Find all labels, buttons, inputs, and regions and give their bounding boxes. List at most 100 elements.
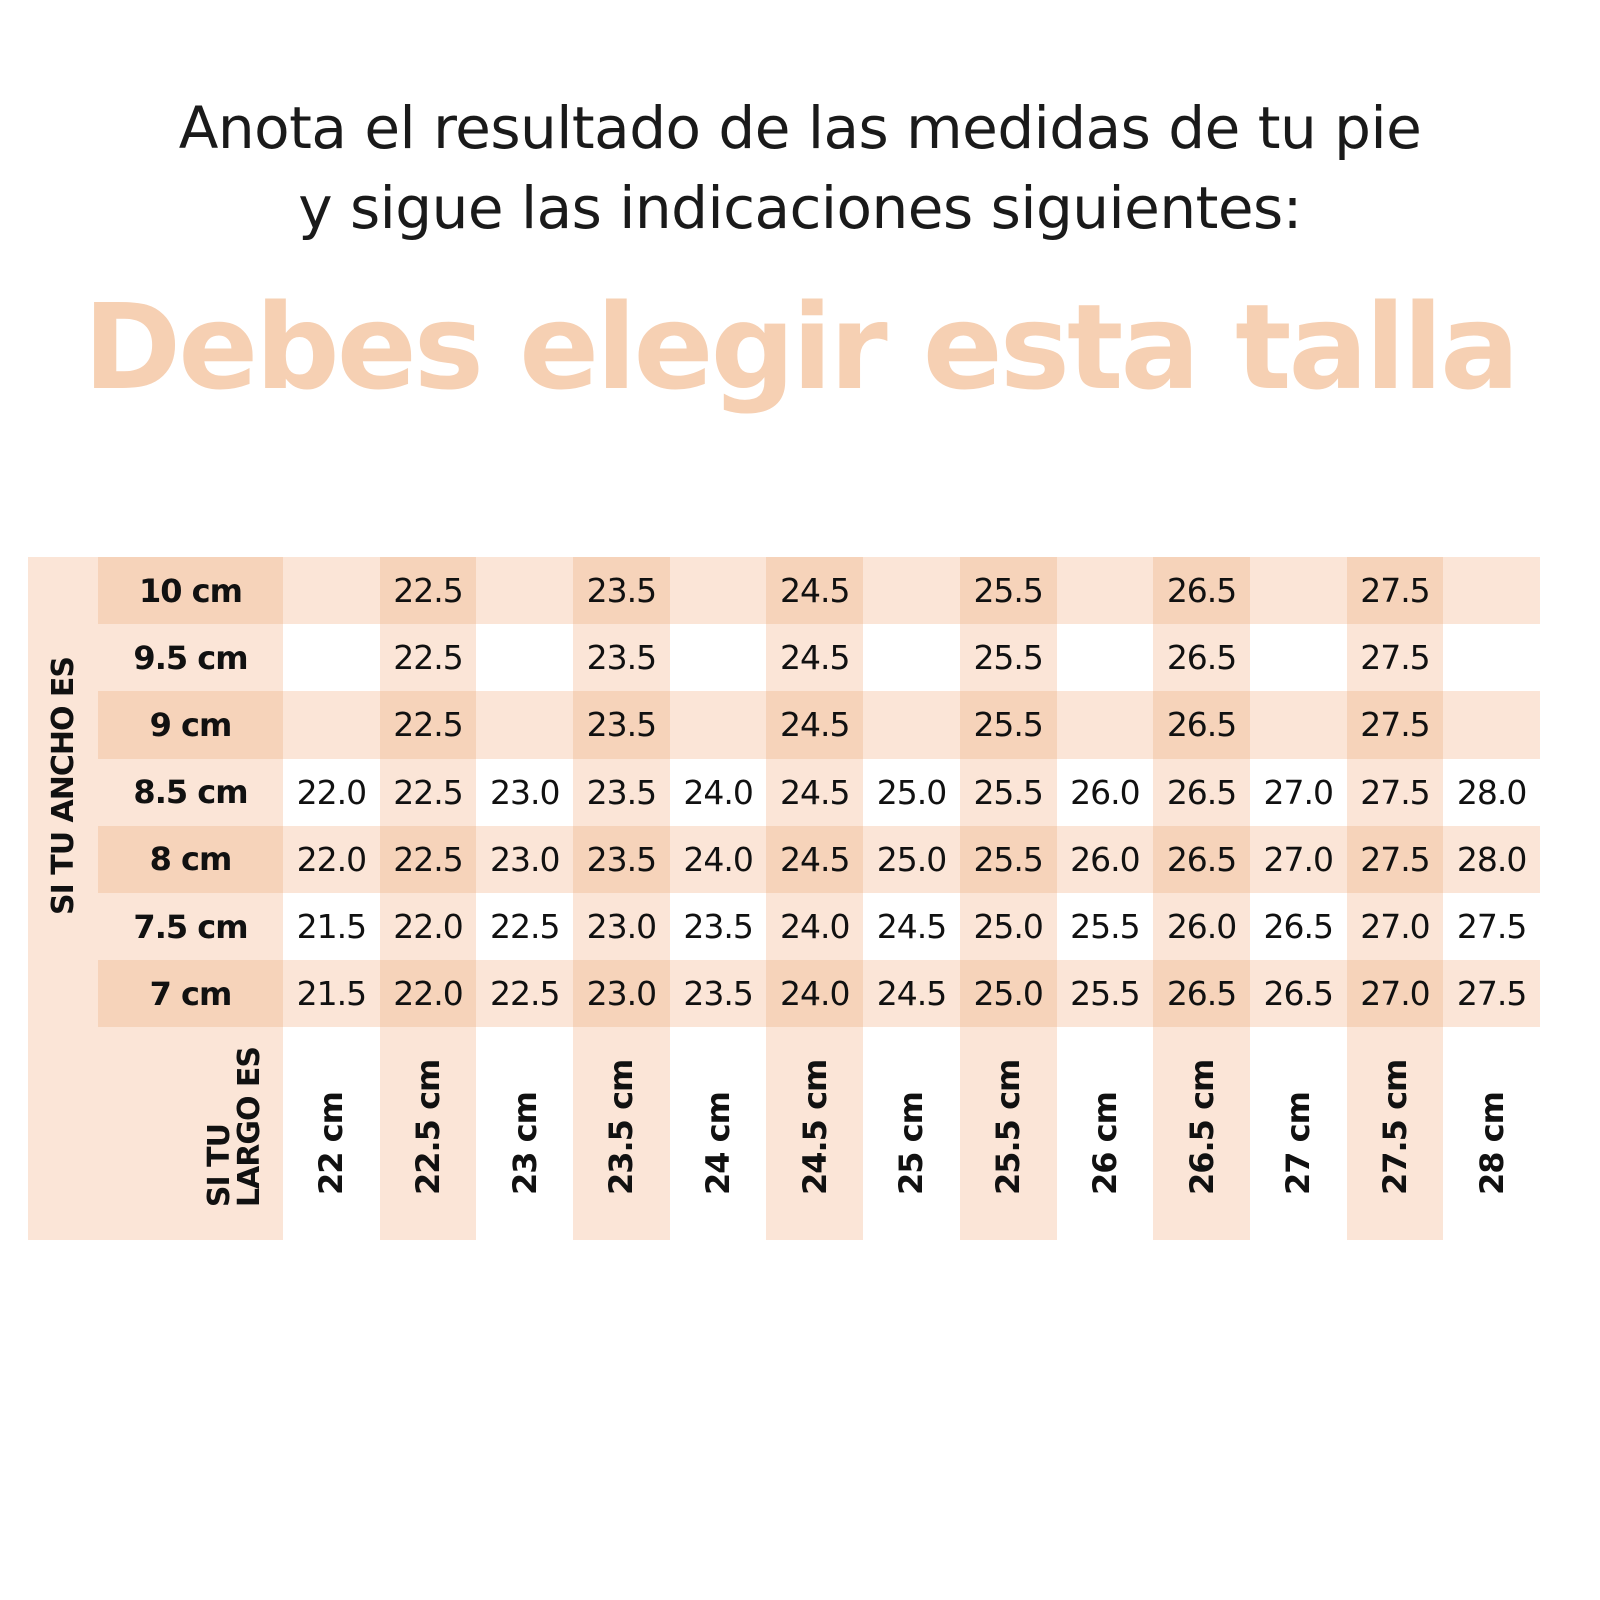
size-cell: 26.5 [1153,557,1250,625]
column-header-length: 24 cm [669,1027,767,1240]
row-header-width: 9.5 cm [98,624,283,692]
size-cell: 25.5 [959,691,1057,759]
column-header-length: 27.5 cm [1346,1027,1444,1240]
size-cell: 27.5 [1346,624,1444,692]
size-cell: 24.0 [766,960,864,1028]
size-cell [476,691,574,759]
size-cell: 22.0 [379,960,477,1028]
row-header-width: 10 cm [98,557,283,625]
size-cell: 25.0 [863,825,960,893]
column-header-length: 26 cm [1056,1027,1154,1240]
size-cell: 25.0 [863,758,960,826]
width-axis-label: SI TU ANCHO ES [28,557,98,1240]
size-cell: 25.5 [959,624,1057,692]
instructions-line-2: y sigue las indicaciones siguientes: [298,174,1302,242]
column-header-length-text: 22 cm [312,1092,351,1196]
size-cell: 27.0 [1346,960,1444,1028]
size-cell: 23.0 [476,758,574,826]
size-cell: 22.5 [379,691,477,759]
size-cell: 23.0 [573,960,670,1028]
size-cell: 22.5 [476,893,574,961]
size-cell: 26.5 [1153,960,1250,1028]
size-cell [1249,691,1347,759]
size-cell [669,624,767,692]
size-cell: 26.5 [1153,624,1250,692]
size-cell: 24.5 [863,893,960,961]
size-cell: 23.5 [669,960,767,1028]
size-cell: 24.0 [766,893,864,961]
size-cell: 24.5 [766,624,864,692]
size-cell: 21.5 [283,960,380,1028]
size-cell: 27.5 [1443,893,1540,961]
size-cell: 27.5 [1443,960,1540,1028]
headline: Debes elegir esta talla [83,278,1519,416]
size-cell [1056,557,1154,625]
size-cell [283,557,380,625]
size-cell [669,557,767,625]
length-axis-label-line: LARGO ES [232,1047,267,1208]
size-cell [1249,557,1347,625]
size-cell: 24.5 [766,758,864,826]
size-cell [1443,691,1540,759]
length-axis-label-text: SI TU LARGO ES [202,1047,267,1208]
size-cell: 22.5 [379,758,477,826]
size-cell: 22.5 [476,960,574,1028]
size-cell: 28.0 [1443,825,1540,893]
column-header-length-text: 24 cm [699,1092,738,1196]
width-axis-label-text: SI TU ANCHO ES [45,657,81,915]
column-header-length-text: 25 cm [892,1092,931,1196]
size-cell [1056,624,1154,692]
size-cell: 25.5 [1056,893,1154,961]
size-cell: 23.5 [573,557,670,625]
column-header-length: 24.5 cm [766,1027,864,1240]
column-header-length-text: 23.5 cm [602,1059,641,1196]
size-cell [1443,557,1540,625]
size-cell: 26.0 [1056,825,1154,893]
size-cell [863,691,960,759]
size-cell: 24.5 [863,960,960,1028]
instructions: Anota el resultado de las medidas de tu … [0,88,1600,248]
row-header-width: 9 cm [98,691,283,759]
size-cell: 25.5 [959,557,1057,625]
size-cell: 26.5 [1249,960,1347,1028]
size-cell: 26.0 [1056,758,1154,826]
size-cell [669,691,767,759]
size-cell [1443,624,1540,692]
size-cell [476,557,574,625]
size-cell: 26.5 [1153,758,1250,826]
size-cell: 24.5 [766,691,864,759]
size-cell: 23.0 [476,825,574,893]
column-header-length: 27 cm [1249,1027,1347,1240]
size-cell: 25.0 [959,893,1057,961]
column-header-length-text: 26 cm [1085,1092,1124,1196]
length-axis-label: SI TU LARGO ES [98,1027,283,1240]
size-cell: 22.5 [379,557,477,625]
size-table: SI TU ANCHO ES 10 cm 22.5 23.5 24.5 25.5 26.5 2… [28,557,1540,1240]
size-cell: 24.5 [766,825,864,893]
size-cell: 24.0 [669,758,767,826]
size-cell: 25.5 [1056,960,1154,1028]
size-cell: 27.5 [1346,691,1444,759]
size-cell: 26.5 [1153,691,1250,759]
size-cell: 22.0 [379,893,477,961]
size-cell: 26.5 [1249,893,1347,961]
column-header-length: 23 cm [476,1027,574,1240]
column-header-length-text: 25.5 cm [989,1059,1028,1196]
column-header-length: 22.5 cm [379,1027,477,1240]
row-header-width: 7 cm [98,960,283,1028]
size-cell: 23.5 [573,825,670,893]
row-header-width: 8.5 cm [98,758,283,826]
size-cell: 27.0 [1249,758,1347,826]
column-header-length-text: 27.5 cm [1375,1059,1414,1196]
size-cell: 27.5 [1346,758,1444,826]
size-cell: 22.5 [379,624,477,692]
column-header-length: 25.5 cm [959,1027,1057,1240]
column-header-length: 28 cm [1443,1027,1540,1240]
length-axis-label-line: SI TU [202,1124,237,1208]
size-cell [283,691,380,759]
size-cell: 26.0 [1153,893,1250,961]
row-header-width: 8 cm [98,825,283,893]
column-header-length: 26.5 cm [1153,1027,1250,1240]
size-cell: 27.5 [1346,557,1444,625]
size-cell: 25.5 [959,758,1057,826]
